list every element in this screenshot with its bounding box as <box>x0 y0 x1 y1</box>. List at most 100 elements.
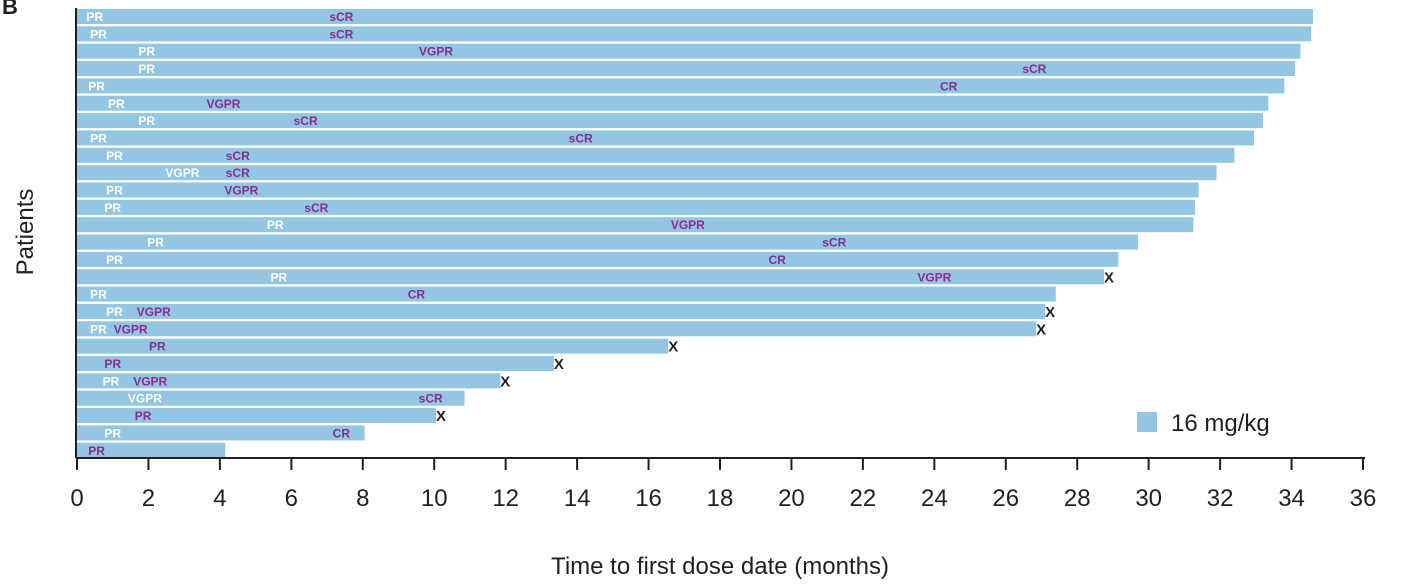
patient-row: PR VGPR <box>77 217 1194 233</box>
patient-bar <box>77 269 1105 285</box>
response-label: sCR <box>226 149 250 163</box>
response-label: PR <box>90 131 107 145</box>
response-label: PR <box>106 149 123 163</box>
x-tick-label: 34 <box>1278 485 1305 512</box>
x-tick-label: 26 <box>992 485 1019 512</box>
patient-row: VGPR sCR <box>77 165 1217 181</box>
x-tick-label: 22 <box>850 485 877 512</box>
patient-row: PR VGPR <box>77 43 1301 59</box>
response-label: sCR <box>329 10 353 24</box>
x-tick-label: 6 <box>285 485 298 512</box>
patient-row: PR sCR <box>77 113 1263 129</box>
response-label: VGPR <box>133 374 167 388</box>
response-label: sCR <box>419 392 443 406</box>
discontinued-marker: X <box>554 356 564 373</box>
response-label: sCR <box>304 201 328 215</box>
patient-bar <box>77 303 1046 319</box>
patient-row: PR VGPR <box>77 182 1199 198</box>
patient-row: PR VGPR X <box>77 303 1055 321</box>
response-label: VGPR <box>206 97 240 111</box>
response-label: sCR <box>329 27 353 41</box>
patient-bar <box>77 408 437 424</box>
x-tick-label: 36 <box>1350 485 1377 512</box>
patient-bar <box>77 165 1217 181</box>
response-label: PR <box>108 97 125 111</box>
patient-bar <box>77 147 1235 163</box>
response-label: PR <box>103 374 120 388</box>
response-label: PR <box>106 253 123 267</box>
response-label: PR <box>138 114 155 128</box>
discontinued-marker: X <box>668 339 678 356</box>
response-label: PR <box>149 340 166 354</box>
legend-label: 16 mg/kg <box>1171 410 1270 437</box>
x-tick-label: 8 <box>356 485 369 512</box>
x-tick-label: 32 <box>1207 485 1234 512</box>
x-ticks: 0 2 4 6 8 10 12 14 16 18 20 22 24 26 28 30 32 34 36 <box>70 458 1376 512</box>
response-label: VGPR <box>128 392 162 406</box>
response-label: VGPR <box>917 270 951 284</box>
patient-row: PR VGPR X <box>77 269 1114 286</box>
discontinued-marker: X <box>1045 304 1055 321</box>
patient-bar <box>77 442 226 458</box>
x-tick-label: 4 <box>213 485 226 512</box>
patient-bar <box>77 199 1196 215</box>
patient-bar <box>77 43 1301 59</box>
patient-bar <box>77 217 1194 233</box>
response-label: VGPR <box>165 166 199 180</box>
response-label: PR <box>88 79 105 93</box>
response-label: VGPR <box>224 184 258 198</box>
patient-row: PR sCR <box>77 130 1255 146</box>
patient-bar <box>77 286 1056 302</box>
patient-bar <box>77 425 365 441</box>
response-label: PR <box>138 62 155 76</box>
response-label: PR <box>147 236 164 250</box>
x-tick-label: 24 <box>921 485 948 512</box>
x-tick-label: 20 <box>778 485 805 512</box>
response-label: sCR <box>226 166 250 180</box>
response-label: VGPR <box>114 322 148 336</box>
x-tick-label: 28 <box>1064 485 1091 512</box>
patient-row: PR sCR <box>77 61 1296 77</box>
patient-bar <box>77 321 1037 337</box>
patient-bar <box>77 338 669 354</box>
response-label: VGPR <box>137 305 171 319</box>
response-label: PR <box>135 409 152 423</box>
x-tick-label: 10 <box>421 485 448 512</box>
discontinued-marker: X <box>1036 321 1046 338</box>
patient-row: PR sCR <box>77 199 1196 215</box>
patient-row: PR sCR <box>77 26 1312 42</box>
patient-row: PR sCR <box>77 9 1313 24</box>
response-label: PR <box>106 184 123 198</box>
x-tick-label: 14 <box>564 485 591 512</box>
discontinued-marker: X <box>500 373 510 390</box>
panel-label: B <box>2 0 18 19</box>
patient-row: PR CR <box>77 251 1119 267</box>
legend: 16 mg/kg <box>1137 410 1270 437</box>
patient-bar <box>77 95 1269 111</box>
x-tick-label: 18 <box>707 485 734 512</box>
response-label: PR <box>90 322 107 336</box>
response-label: PR <box>106 305 123 319</box>
response-label: CR <box>940 79 958 93</box>
patient-row: PR VGPR <box>77 95 1269 111</box>
patient-row: PR CR <box>77 286 1056 302</box>
patient-row: PR X <box>77 408 446 425</box>
patient-bar <box>77 61 1296 77</box>
patient-row: PR X <box>77 338 678 356</box>
response-label: PR <box>104 426 121 440</box>
x-tick-label: 16 <box>635 485 662 512</box>
patient-row: PR CR <box>77 425 365 441</box>
response-label: sCR <box>294 114 318 128</box>
patient-bar <box>77 390 465 406</box>
response-label: CR <box>333 426 351 440</box>
y-axis-title: Patients <box>12 189 39 276</box>
patient-row: PR <box>77 442 226 458</box>
response-label: PR <box>267 218 284 232</box>
response-label: PR <box>90 288 107 302</box>
response-label: CR <box>408 288 426 302</box>
x-tick-label: 0 <box>70 485 83 512</box>
patient-row: PR sCR <box>77 147 1235 163</box>
patient-bar <box>77 234 1138 250</box>
